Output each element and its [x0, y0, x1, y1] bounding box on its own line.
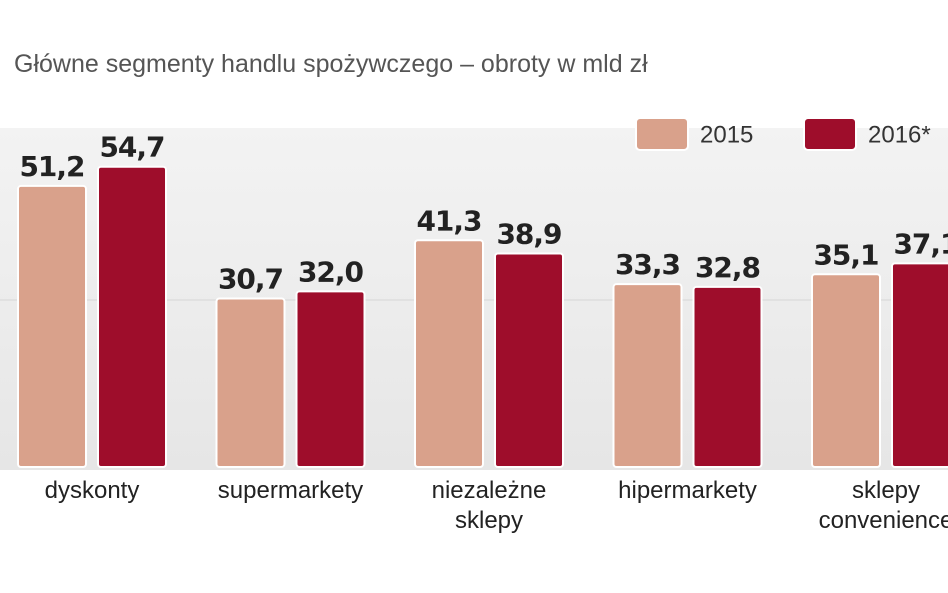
- bar: [97, 165, 167, 469]
- value-label: 41,3: [416, 204, 481, 237]
- x-tick-label: supermarkety: [217, 477, 364, 504]
- value-label: 38,9: [496, 217, 561, 250]
- value-label: 54,7: [99, 131, 164, 164]
- value-label: 37,1: [893, 227, 948, 260]
- bar: [612, 283, 683, 469]
- bar: [494, 252, 564, 468]
- value-label: 32,8: [695, 251, 760, 284]
- bar: [17, 184, 87, 469]
- value-label: 30,7: [218, 262, 283, 295]
- value-label: 32,0: [298, 255, 364, 288]
- legend-swatch: [803, 117, 857, 151]
- bar: [215, 297, 286, 468]
- bar: [811, 273, 881, 468]
- chart-title: Główne segmenty handlu spożywczego – obr…: [14, 50, 648, 78]
- legend-label: 2015: [700, 121, 753, 148]
- legend-swatch: [635, 117, 689, 151]
- x-tick-label: sklepy convenience: [818, 477, 948, 534]
- bar: [692, 285, 763, 469]
- value-label: 33,3: [615, 248, 680, 281]
- bar: [414, 239, 484, 468]
- x-tick-label: dyskonty: [44, 477, 140, 504]
- value-label: 35,1: [813, 238, 878, 271]
- bar: [295, 290, 366, 468]
- bar: [891, 262, 948, 468]
- value-label: 51,2: [19, 150, 84, 183]
- legend-label: 2016*: [868, 121, 931, 148]
- x-tick-label: niezależne sklepy: [431, 477, 547, 534]
- x-tick-label: hipermarkety: [618, 477, 757, 504]
